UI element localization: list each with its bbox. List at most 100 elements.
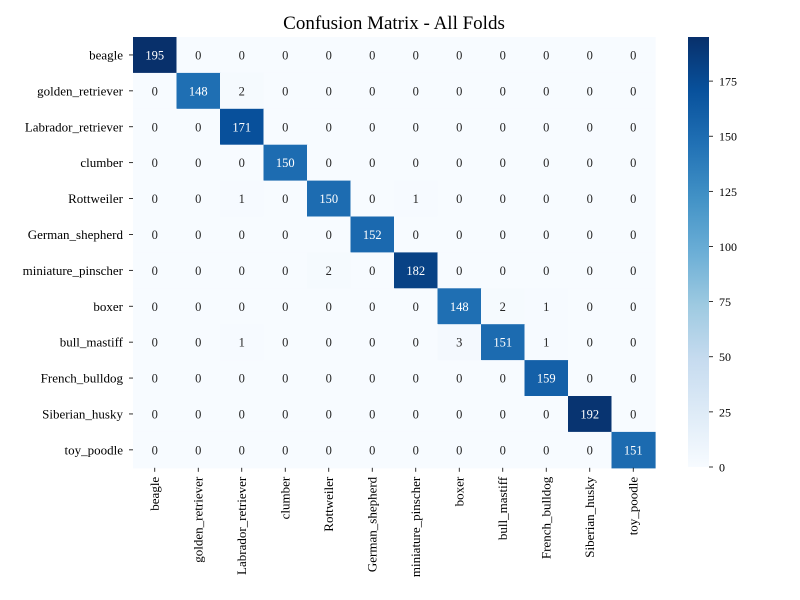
heatmap-cell <box>437 108 482 146</box>
column-tick-label: toy_poodle <box>626 477 641 536</box>
colorbar-tick-label: 50 <box>719 350 731 364</box>
cell-value-label: 0 <box>239 48 245 62</box>
cell-value-label: 0 <box>326 372 332 386</box>
heatmap-cell <box>481 360 526 397</box>
cell-value-label: 0 <box>630 264 636 278</box>
heatmap-cell <box>524 324 569 361</box>
heatmap-cell <box>568 144 613 182</box>
column-tick-label: golden_retriever <box>191 476 206 563</box>
heatmap-cell <box>568 396 613 433</box>
heatmap-cell <box>307 72 352 110</box>
cell-value-label: 0 <box>152 336 158 350</box>
cell-value-label: 0 <box>587 264 593 278</box>
column-tick-label: Siberian_husky <box>582 476 597 557</box>
heatmap-cell <box>437 180 482 218</box>
heatmap-cell <box>611 324 656 361</box>
cell-value-label: 0 <box>500 120 506 134</box>
cell-value-label: 0 <box>587 336 593 350</box>
heatmap-cell <box>611 37 656 74</box>
cell-value-label: 0 <box>282 84 288 98</box>
heatmap-cell <box>176 431 221 469</box>
heatmap-cell <box>350 108 395 146</box>
cell-value-label: 0 <box>587 192 593 206</box>
cell-value-label: 0 <box>152 443 158 457</box>
heatmap-cell <box>394 108 439 146</box>
heatmap-cell <box>568 252 613 289</box>
heatmap-cell <box>350 324 395 361</box>
heatmap-cell <box>394 37 439 74</box>
heatmap-cell <box>568 72 613 110</box>
heatmap-cell <box>568 180 613 218</box>
heatmap-cell <box>220 108 265 146</box>
heatmap-cell <box>350 180 395 218</box>
heatmap-cell <box>263 72 308 110</box>
colorbar-tick-label: 25 <box>719 405 731 419</box>
cell-value-label: 0 <box>543 156 549 170</box>
cell-value-label: 1 <box>543 336 549 350</box>
cell-value-label: 0 <box>456 407 462 421</box>
chart-title: Confusion Matrix - All Folds <box>283 13 505 34</box>
heatmap-cell <box>524 396 569 433</box>
heatmap-cell <box>220 324 265 361</box>
heatmap-cell <box>133 72 178 110</box>
cell-value-label: 0 <box>326 228 332 242</box>
heatmap-cell <box>133 252 178 289</box>
colorbar-tick-label: 175 <box>719 75 737 89</box>
row-tick-labels: beagle golden_retriever Labrador_retriever… <box>23 47 133 457</box>
heatmap-cell <box>611 216 656 253</box>
cell-value-label: 0 <box>239 300 245 314</box>
cell-value-label: 0 <box>369 192 375 206</box>
heatmap-cell <box>568 324 613 361</box>
heatmap-cell <box>176 288 221 325</box>
heatmap-cell <box>307 431 352 469</box>
heatmap-cell <box>394 216 439 253</box>
cell-value-label: 0 <box>326 120 332 134</box>
heatmap-cell <box>437 431 482 469</box>
cell-value-label: 0 <box>152 300 158 314</box>
cell-value-label: 0 <box>543 48 549 62</box>
heatmap-cell <box>437 216 482 253</box>
cell-value-label: 0 <box>239 372 245 386</box>
heatmap-cell <box>220 431 265 469</box>
cell-value-label: 182 <box>406 264 425 278</box>
cell-value-label: 0 <box>369 443 375 457</box>
heatmap-cell <box>263 431 308 469</box>
heatmap-cell <box>611 360 656 397</box>
heatmap-cell <box>437 252 482 289</box>
cell-value-label: 0 <box>282 336 288 350</box>
cell-value-label: 1 <box>413 192 419 206</box>
cell-value-label: 0 <box>152 264 158 278</box>
heatmap-cell <box>524 37 569 74</box>
cell-value-label: 0 <box>239 443 245 457</box>
cell-value-label: 0 <box>630 300 636 314</box>
heatmap-cell <box>133 324 178 361</box>
cell-value-label: 0 <box>195 264 201 278</box>
column-tick-label: Rottweiler <box>321 476 336 532</box>
colorbar: 0 25 50 75 100 125 150 175 <box>688 37 737 475</box>
cell-value-label: 0 <box>239 407 245 421</box>
cell-value-label: 0 <box>456 264 462 278</box>
cell-value-label: 0 <box>587 84 593 98</box>
cell-value-label: 0 <box>239 156 245 170</box>
heatmap-cell <box>133 288 178 325</box>
heatmap-cell <box>524 144 569 182</box>
cell-value-label: 0 <box>587 156 593 170</box>
cell-value-label: 0 <box>543 407 549 421</box>
cell-value-label: 0 <box>630 336 636 350</box>
cell-value-label: 0 <box>195 48 201 62</box>
column-tick-label: clumber <box>278 476 293 519</box>
cell-value-label: 0 <box>326 48 332 62</box>
cell-value-label: 0 <box>456 120 462 134</box>
heatmap-cell <box>176 324 221 361</box>
heatmap-cell <box>307 288 352 325</box>
heatmap-cell <box>394 324 439 361</box>
heatmap-cell <box>176 108 221 146</box>
heatmap-cell <box>481 288 526 325</box>
cell-value-label: 0 <box>500 372 506 386</box>
colorbar-tick-label: 75 <box>719 295 731 309</box>
column-tick-label: bull_mastiff <box>495 476 510 540</box>
colorbar-tick-label: 150 <box>719 130 737 144</box>
heatmap-cell <box>263 216 308 253</box>
cell-value-label: 0 <box>195 156 201 170</box>
cell-value-label: 0 <box>369 372 375 386</box>
